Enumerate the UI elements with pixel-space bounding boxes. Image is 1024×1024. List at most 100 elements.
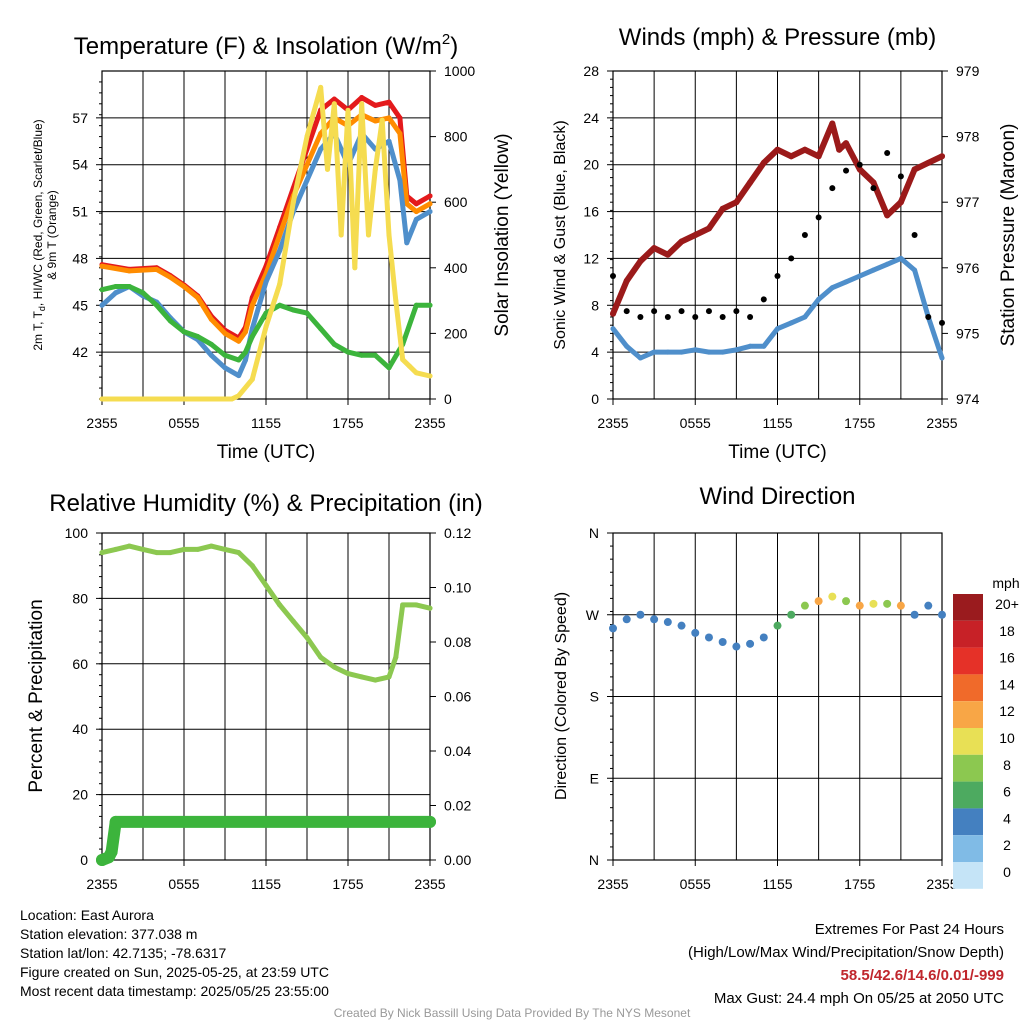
- dewpoint-line-point: [236, 357, 242, 363]
- y-tick-label: 51: [72, 204, 88, 220]
- wind-direction-y-label: Direction (Colored By Speed): [553, 592, 570, 800]
- x-tick-label: 2355: [414, 876, 445, 892]
- solar-insolation-line-point: [407, 363, 412, 369]
- wind-direction-point: [842, 597, 851, 606]
- y-tick-label: 0: [80, 852, 88, 868]
- heat-index-wind-chill-line-point: [277, 248, 283, 254]
- sonic-wind-line-point: [870, 267, 876, 273]
- relative-humidity-line-point: [249, 563, 255, 569]
- solar-insolation-line-point: [372, 166, 378, 172]
- title-close: ): [450, 33, 458, 60]
- colorbar-label: 20+: [995, 596, 1019, 612]
- gust-point: [911, 232, 918, 238]
- wind-direction-point: [855, 601, 864, 610]
- y-tick-label: 42: [72, 344, 88, 360]
- y2-tick-label: 0.08: [444, 634, 471, 650]
- pressure-line-point: [664, 251, 671, 258]
- solar-insolation-line-point: [318, 84, 324, 90]
- relative-humidity-line-point: [208, 543, 214, 549]
- sonic-wind-line-point: [720, 349, 726, 355]
- relative-humidity-line-point: [304, 635, 310, 641]
- y2-tick-label: 974: [956, 391, 980, 407]
- x-tick-label: 0555: [168, 876, 199, 892]
- temperature-2m-line-point: [413, 201, 419, 207]
- wind-direction-title: Wind Direction: [699, 483, 855, 510]
- dewpoint-line-point: [304, 310, 310, 316]
- colorbar-swatch: [953, 594, 983, 621]
- dewpoint-line-point: [243, 349, 248, 355]
- y2-tick-label: 979: [956, 63, 980, 79]
- dewpoint-line-point: [195, 334, 201, 340]
- wind-direction-point: [883, 599, 892, 608]
- solar-insolation-line-point: [325, 166, 330, 172]
- extremes-box: Extremes For Past 24 Hours (High/Low/Max…: [688, 918, 1004, 1010]
- wind-direction-point: [650, 615, 659, 624]
- temperature-x-label: Time (UTC): [217, 442, 316, 463]
- temperature-y-label: 2m T, Td, HI/WC (Red, Green, Scarlet/Blu…: [31, 119, 47, 350]
- colorbar-label: 10: [999, 730, 1015, 746]
- sonic-wind-line-point: [624, 343, 630, 349]
- solar-insolation-line-point: [304, 134, 310, 140]
- y2-tick-label: 0: [444, 391, 452, 407]
- wind-direction-point: [636, 610, 645, 619]
- created-text: Figure created on Sun, 2025-05-25, at 23…: [20, 964, 329, 980]
- wind-direction-point: [910, 610, 919, 619]
- wind-direction-point: [787, 610, 796, 619]
- relative-humidity-line-point: [290, 618, 296, 624]
- y-tick-label: 12: [583, 250, 599, 266]
- temperature-9m-line-point: [154, 266, 160, 272]
- y2-tick-label: 977: [956, 194, 980, 210]
- heat-index-wind-chill-line-point: [99, 302, 105, 308]
- y-tick-label: 48: [72, 250, 88, 266]
- dewpoint-line-point: [249, 334, 255, 340]
- wind-direction-point: [732, 642, 741, 651]
- pressure-line-point: [939, 153, 945, 160]
- solar-insolation-line-point: [290, 199, 296, 205]
- dewpoint-line-point: [359, 352, 365, 358]
- wind-direction-point: [896, 601, 905, 610]
- temperature-9m-line-point: [304, 162, 310, 168]
- temperature-9m-line-point: [372, 118, 378, 124]
- dewpoint-line-point: [181, 329, 187, 335]
- solar-insolation-line-point: [379, 117, 385, 123]
- colorbar-swatch: [953, 781, 983, 809]
- x-tick-label: 2355: [414, 415, 445, 431]
- y2-tick-label: 0.04: [444, 743, 471, 759]
- solar-insolation-line-point: [427, 373, 433, 379]
- y-label-subscript: d: [37, 306, 47, 311]
- pressure-y-label: Station Pressure (Maroon): [998, 124, 1019, 347]
- sonic-wind-line-point: [898, 255, 904, 261]
- y-tick-label: 28: [583, 63, 599, 79]
- precipitation-line-point: [424, 815, 436, 828]
- colorbar-label: 12: [999, 703, 1015, 719]
- gust-point: [664, 314, 671, 320]
- y2-tick-label: 200: [444, 325, 468, 341]
- insolation-y-label: Solar Insolation (Yellow): [492, 133, 513, 336]
- sonic-wind-line-point: [651, 349, 657, 355]
- gust-point: [925, 314, 932, 320]
- wind-direction-point: [704, 633, 713, 642]
- relative-humidity-line-point: [372, 677, 378, 683]
- gust-point: [747, 314, 754, 320]
- y2-tick-label: 1000: [444, 63, 475, 79]
- colorbar-swatch: [953, 701, 983, 728]
- sonic-wind-line-point: [829, 285, 835, 291]
- heat-index-wind-chill-line-point: [397, 177, 403, 183]
- temperature-2m-line-point: [359, 95, 365, 101]
- wind-direction-point: [773, 621, 782, 630]
- solar-insolation-line-point: [263, 324, 269, 330]
- sonic-wind-line-point: [816, 296, 822, 302]
- x-tick-label: 2355: [597, 415, 628, 431]
- precipitation-line-point: [105, 845, 118, 858]
- y-tick-label: 45: [72, 297, 88, 313]
- x-tick-label: 2355: [926, 415, 957, 431]
- relative-humidity-line-point: [167, 550, 173, 556]
- y2-tick-label: 0.12: [444, 525, 471, 541]
- heat-index-wind-chill-line-point: [318, 146, 324, 152]
- sonic-wind-line-point: [788, 320, 794, 326]
- x-tick-label: 1155: [251, 415, 281, 431]
- y-tick-label: N: [589, 525, 599, 541]
- y-tick-label: E: [590, 770, 599, 786]
- wind-direction-point: [759, 633, 768, 642]
- dewpoint-line-point: [208, 341, 214, 347]
